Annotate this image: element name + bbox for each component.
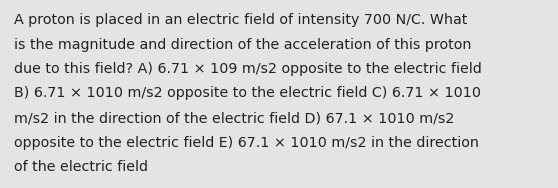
- Text: due to this field? A) 6.71 × 109 m/s2 opposite to the electric field: due to this field? A) 6.71 × 109 m/s2 op…: [14, 62, 482, 76]
- Text: opposite to the electric field E) 67.1 × 1010 m/s2 in the direction: opposite to the electric field E) 67.1 ×…: [14, 136, 479, 149]
- Text: m/s2 in the direction of the electric field D) 67.1 × 1010 m/s2: m/s2 in the direction of the electric fi…: [14, 111, 454, 125]
- Text: is the magnitude and direction of the acceleration of this proton: is the magnitude and direction of the ac…: [14, 37, 472, 52]
- Text: A proton is placed in an electric field of intensity 700 N/C. What: A proton is placed in an electric field …: [14, 13, 468, 27]
- Text: of the electric field: of the electric field: [14, 160, 148, 174]
- Text: B) 6.71 × 1010 m/s2 opposite to the electric field C) 6.71 × 1010: B) 6.71 × 1010 m/s2 opposite to the elec…: [14, 86, 481, 101]
